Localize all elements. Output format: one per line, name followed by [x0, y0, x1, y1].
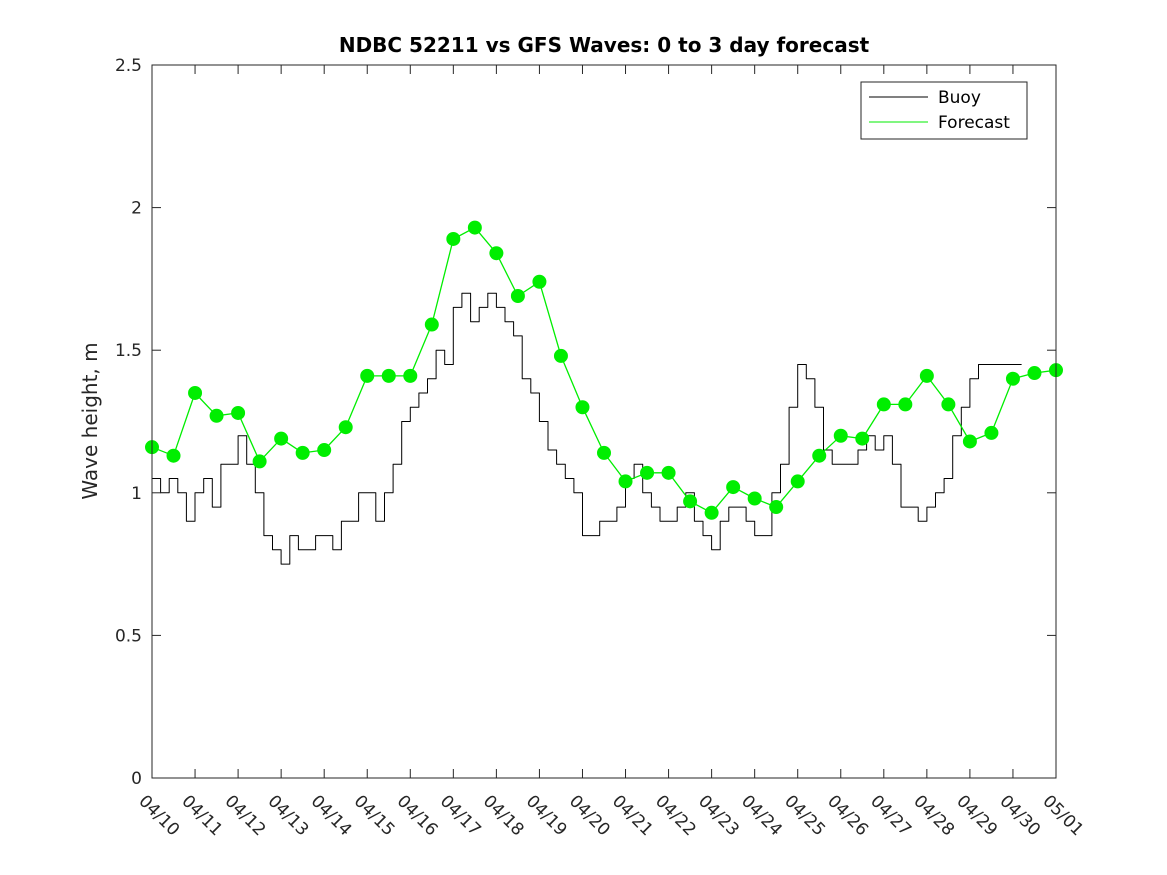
forecast-point: [1005, 371, 1020, 386]
plot-area: [152, 65, 1056, 778]
forecast-point: [575, 400, 590, 415]
forecast-point: [467, 220, 482, 235]
forecast-point: [252, 454, 267, 469]
forecast-point: [704, 505, 719, 520]
plot-frame: [151, 64, 1057, 779]
y-axis-label: Wave height, m: [78, 342, 102, 499]
forecast-point: [919, 368, 934, 383]
y-tick-label: 2: [131, 199, 142, 219]
forecast-point: [962, 434, 977, 449]
forecast-point: [381, 368, 396, 383]
forecast-point: [231, 405, 246, 420]
forecast-point: [295, 445, 310, 460]
y-tick-label: 0: [131, 769, 142, 789]
series-layer: [145, 220, 1063, 565]
legend-forecast-label: Forecast: [938, 113, 1010, 133]
forecast-point: [553, 348, 568, 363]
forecast-point: [661, 465, 676, 480]
forecast-point: [683, 494, 698, 509]
forecast-point: [317, 443, 332, 458]
forecast-point: [1027, 366, 1042, 381]
forecast-point: [403, 368, 418, 383]
forecast-point: [510, 289, 525, 304]
forecast-point: [424, 317, 439, 332]
forecast-point: [446, 231, 461, 246]
forecast-point: [790, 474, 805, 489]
forecast-point: [360, 368, 375, 383]
forecast-point: [941, 397, 956, 412]
forecast-point: [855, 431, 870, 446]
forecast-point: [338, 420, 353, 435]
y-tick-label: 1.5: [115, 341, 142, 361]
legend-box: [860, 81, 1028, 140]
legend: Buoy Forecast: [860, 81, 1028, 140]
forecast-point: [898, 397, 913, 412]
forecast-point: [640, 465, 655, 480]
series-buoy: [152, 292, 1022, 565]
legend-buoy-label: Buoy: [938, 88, 981, 108]
series-forecast: [145, 220, 1063, 520]
forecast-point: [489, 246, 504, 261]
forecast-point: [188, 385, 203, 400]
forecast-point: [532, 274, 547, 289]
forecast-point: [166, 448, 181, 463]
forecast-point: [597, 445, 611, 460]
forecast-point: [769, 500, 784, 515]
forecast-point: [833, 428, 848, 443]
forecast-point: [726, 480, 741, 495]
series-line-buoy: [152, 292, 1022, 565]
forecast-point: [876, 397, 891, 412]
axes-layer: [151, 64, 1057, 779]
forecast-point: [984, 425, 999, 440]
forecast-point: [209, 408, 224, 423]
forecast-point: [747, 491, 762, 506]
chart-title: NDBC 52211 vs GFS Waves: 0 to 3 day fore…: [339, 33, 870, 57]
y-tick-label: 1: [131, 484, 142, 504]
y-tick-label: 0.5: [115, 626, 142, 646]
forecast-point: [618, 474, 633, 489]
forecast-point: [274, 431, 289, 446]
forecast-point: [812, 448, 827, 463]
y-tick-label: 2.5: [115, 56, 142, 76]
